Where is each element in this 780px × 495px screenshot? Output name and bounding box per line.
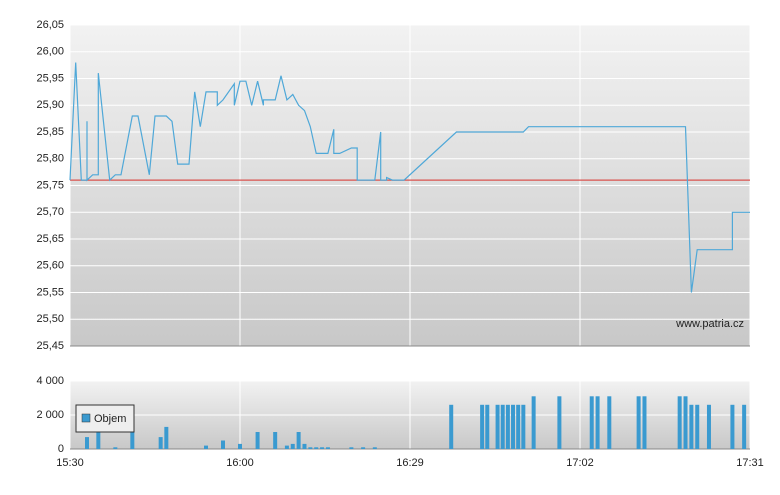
y-tick-label: 25,50 xyxy=(36,313,64,325)
volume-bar xyxy=(204,445,208,449)
volume-bar xyxy=(689,404,694,449)
volume-bar xyxy=(325,447,330,449)
x-tick-label: 17:02 xyxy=(566,457,594,469)
volume-bar xyxy=(273,432,278,449)
volume-bar xyxy=(158,437,163,449)
volume-bar xyxy=(485,404,490,449)
legend-swatch xyxy=(81,413,91,423)
volume-bar xyxy=(96,432,101,449)
volume-bar xyxy=(238,443,242,449)
volume-bar xyxy=(296,432,301,449)
y-tick-label: 25,70 xyxy=(36,206,64,218)
y-tick-label: 25,90 xyxy=(36,99,64,111)
volume-bar xyxy=(500,404,505,449)
volume-bar xyxy=(85,437,89,449)
volume-bar xyxy=(607,396,612,449)
y-tick-label: 25,65 xyxy=(36,233,64,245)
volume-bar xyxy=(314,447,319,449)
y-tick-label: 25,75 xyxy=(36,179,64,191)
y-tick-label: 26,05 xyxy=(36,19,64,31)
x-tick-label: 17:31 xyxy=(736,457,764,469)
volume-bar xyxy=(113,447,118,449)
volume-bar xyxy=(480,404,485,449)
volume-bar xyxy=(449,404,454,449)
volume-bar xyxy=(557,396,562,449)
volume-bar xyxy=(706,404,711,449)
y-tick-label: 26,00 xyxy=(36,46,64,58)
y-tick-label: 25,45 xyxy=(36,340,64,352)
volume-bar xyxy=(290,443,295,449)
y-tick-label: 25,55 xyxy=(36,286,64,298)
y-tick-label: 4 000 xyxy=(36,375,64,387)
volume-bar xyxy=(642,396,647,449)
watermark: www.patria.cz xyxy=(675,318,744,330)
y-tick-label: 25,95 xyxy=(36,72,64,84)
y-tick-label: 2 000 xyxy=(36,409,64,421)
volume-bar xyxy=(349,447,354,449)
x-tick-label: 16:00 xyxy=(226,457,254,469)
volume-bar xyxy=(284,445,289,449)
volume-bar xyxy=(302,443,307,449)
volume-bar xyxy=(361,447,366,449)
y-tick-label: 25,85 xyxy=(36,126,64,138)
volume-bar xyxy=(320,447,325,449)
volume-bar xyxy=(742,404,747,449)
volume-bar xyxy=(636,396,641,449)
volume-bar xyxy=(677,396,682,449)
volume-bar xyxy=(505,404,510,449)
volume-bar xyxy=(372,447,377,449)
y-tick-label: 25,80 xyxy=(36,153,64,165)
volume-bar xyxy=(521,404,526,449)
y-tick-label: 25,60 xyxy=(36,260,64,272)
volume-bar xyxy=(695,404,700,449)
volume-bar xyxy=(255,432,260,449)
legend-label: Objem xyxy=(94,413,126,425)
volume-bar xyxy=(595,396,600,449)
volume-bar xyxy=(730,404,735,449)
volume-bar xyxy=(531,396,536,449)
volume-bar xyxy=(130,432,135,449)
y-tick-label: 0 xyxy=(58,443,64,455)
volume-bar xyxy=(308,447,313,449)
volume-bar xyxy=(589,396,594,449)
x-tick-label: 15:30 xyxy=(56,457,84,469)
volume-bar xyxy=(683,396,688,449)
price-line xyxy=(69,62,750,293)
volume-bar xyxy=(495,404,500,449)
volume-bar xyxy=(221,440,225,449)
volume-bar xyxy=(164,426,169,449)
x-tick-label: 16:29 xyxy=(396,457,424,469)
volume-bar xyxy=(516,404,521,449)
volume-bar xyxy=(511,404,516,449)
